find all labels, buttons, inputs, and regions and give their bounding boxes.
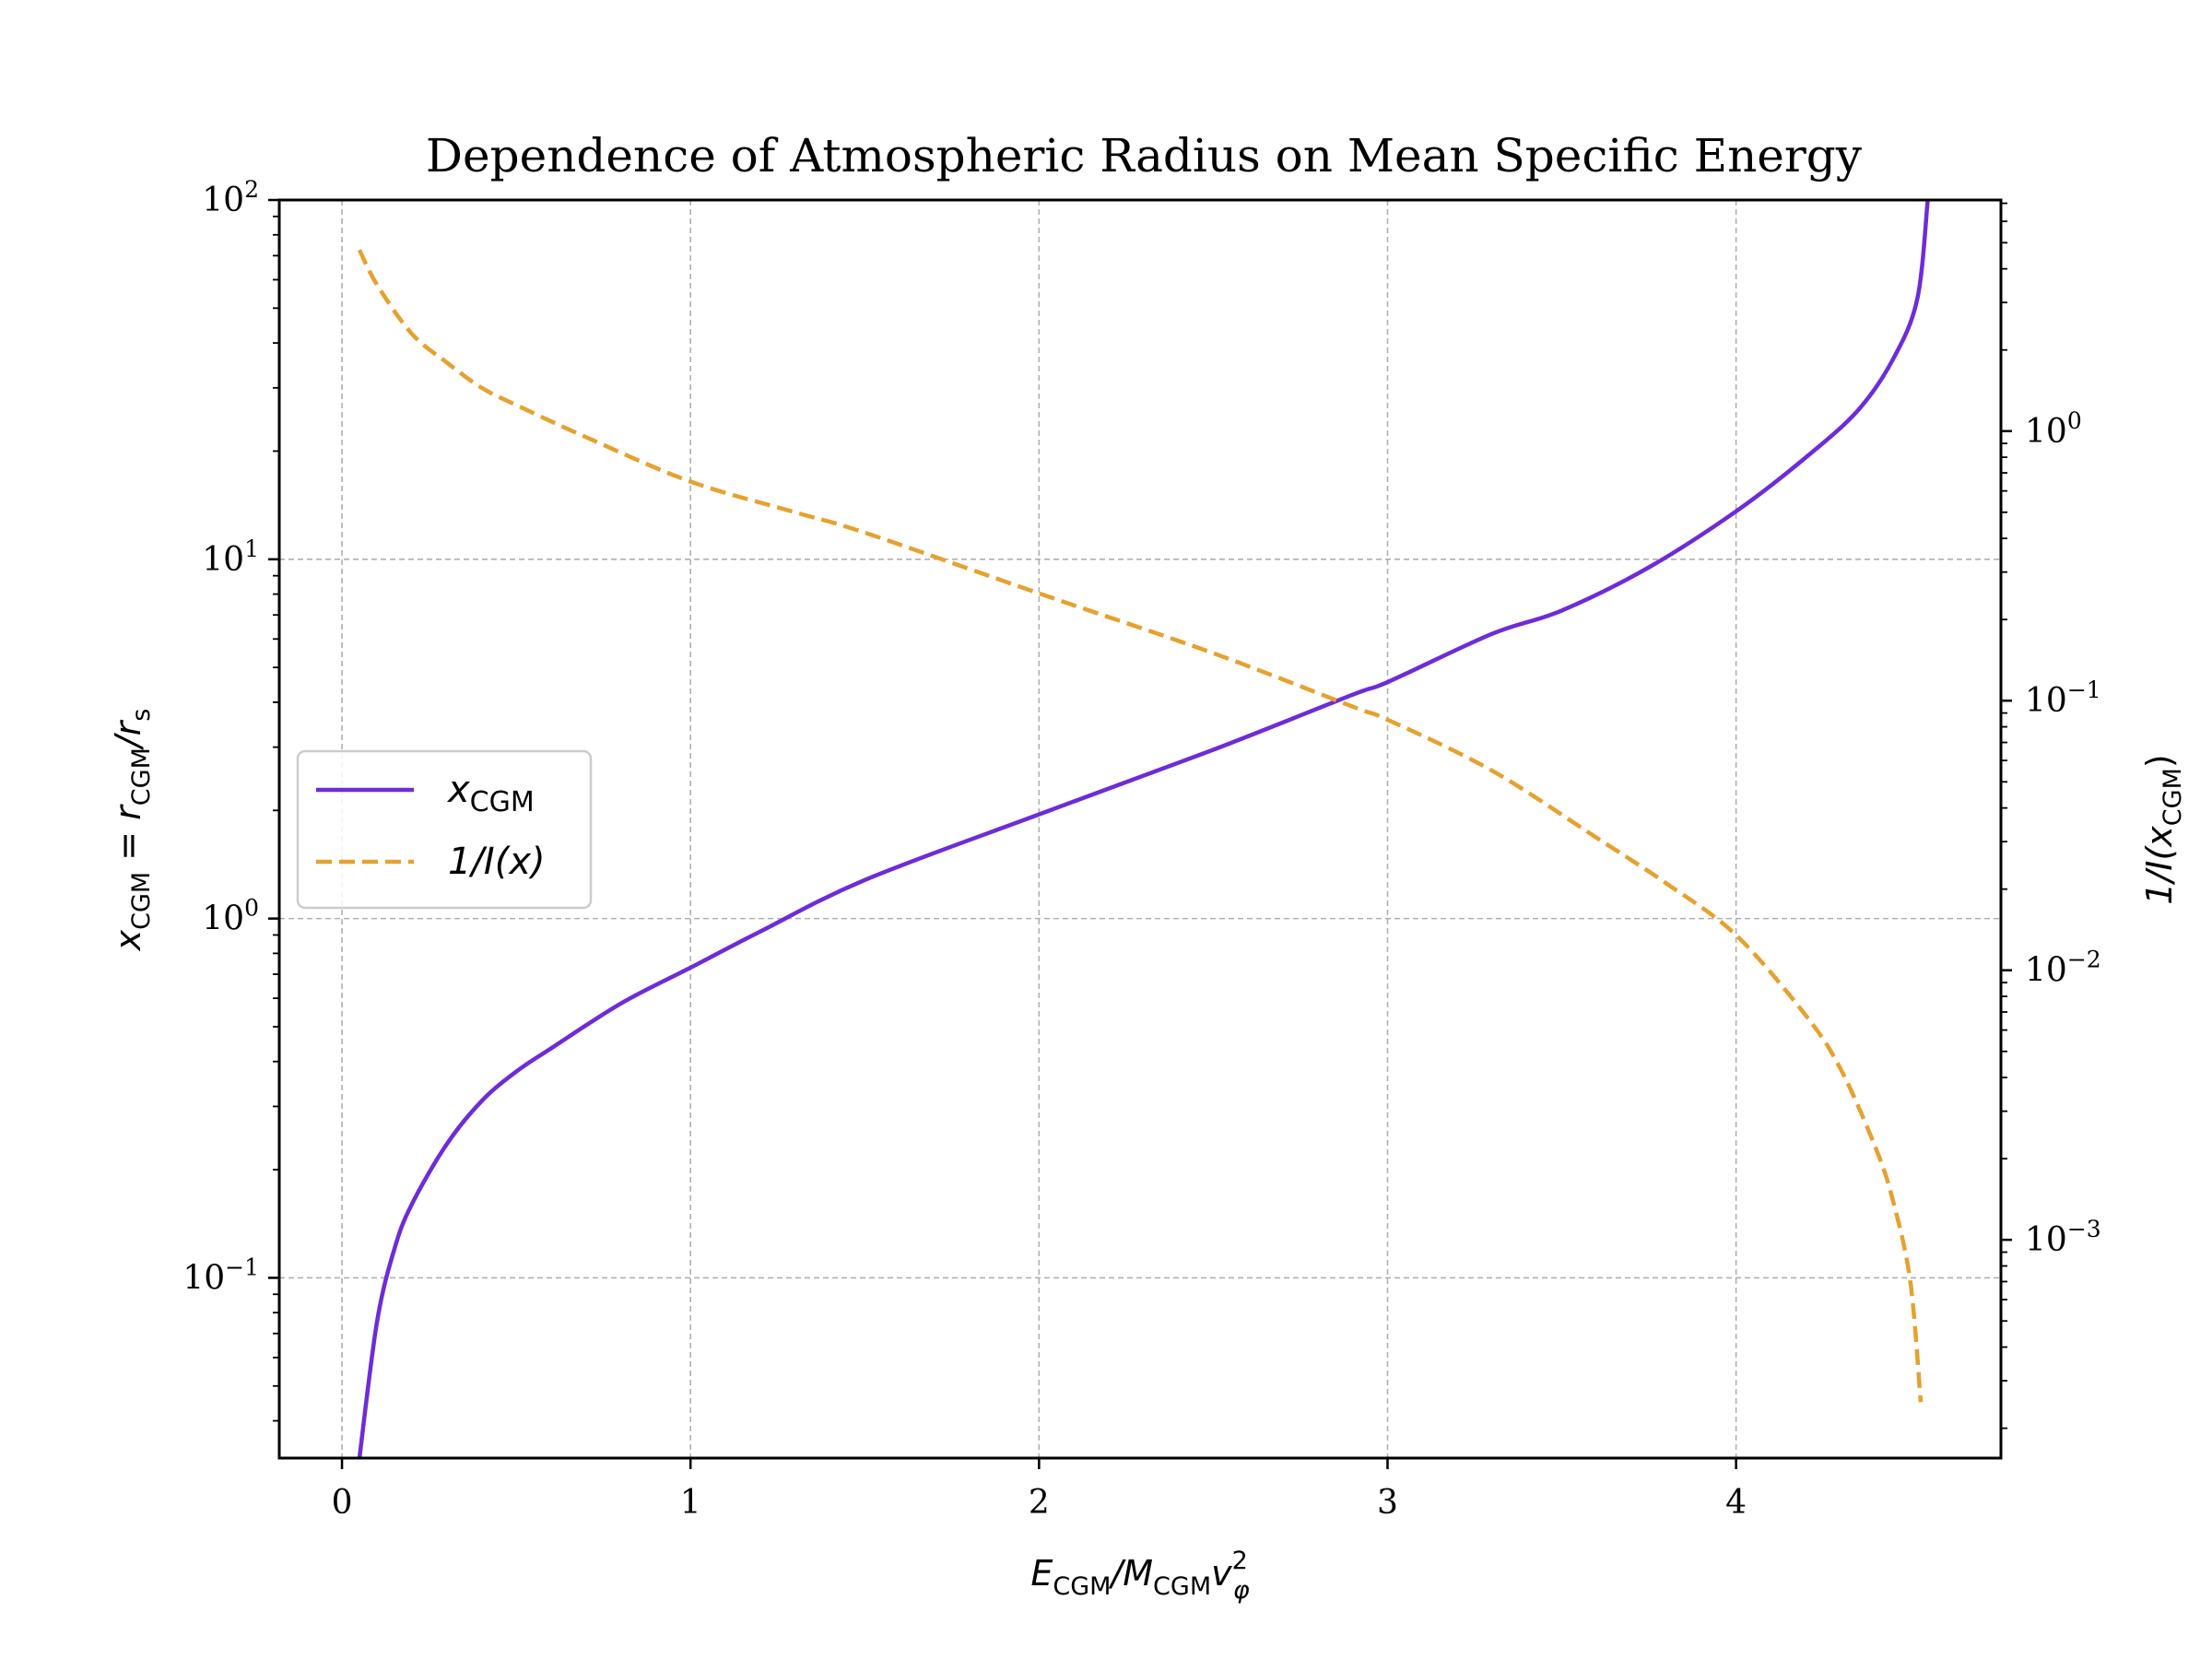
legend: xCGM 1/I(x) [296, 749, 593, 910]
series-group [357, 199, 1930, 1459]
x-axis-ticks: 0 1 2 3 4 [332, 1458, 1747, 1522]
legend-box [296, 749, 593, 910]
left-y-tick-label: 10−1 [182, 1253, 259, 1297]
right-y-tick-label: 10−3 [2025, 1216, 2101, 1259]
legend-label-x-cgm: xCGM [446, 769, 535, 818]
series-line-inverse-i [357, 249, 1924, 1403]
legend-label-inverse-i: 1/I(x) [448, 841, 546, 883]
right-y-axis-ticks: 10−3 10−2 10−1 100 [2001, 202, 2101, 1430]
x-tick-label: 1 [680, 1484, 701, 1522]
chart-title: Dependence of Atmospheric Radius on Mean… [426, 129, 1863, 182]
right-y-tick-label: 100 [2025, 407, 2082, 451]
left-y-tick-label: 100 [202, 895, 259, 938]
left-y-axis-label: xCGM = rCGM/rs [108, 709, 156, 952]
series-line-x-cgm [357, 199, 1930, 1459]
right-y-tick-label: 10−1 [2025, 677, 2101, 720]
x-tick-label: 4 [1725, 1484, 1747, 1522]
x-tick-label: 3 [1377, 1484, 1398, 1522]
right-y-tick-label: 10−2 [2025, 947, 2101, 990]
x-axis-label: ECGM/MCGMv2 φ [1030, 1547, 1249, 1605]
left-y-axis-ticks: 10−1 100 101 102 [182, 176, 279, 1422]
x-tick-label: 2 [1029, 1484, 1050, 1522]
left-y-tick-label: 101 [202, 535, 259, 579]
left-y-tick-label: 102 [202, 176, 259, 219]
plot-frame [277, 198, 2003, 1460]
right-y-axis-label: 1/I(xCGM) [2139, 754, 2187, 904]
x-tick-label: 0 [332, 1484, 353, 1522]
